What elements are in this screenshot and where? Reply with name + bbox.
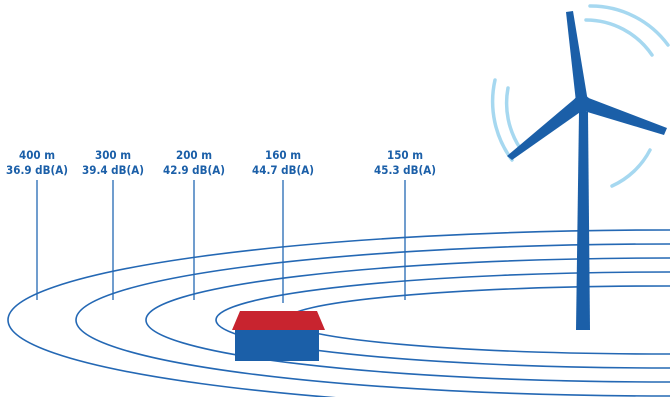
ring-150m — [285, 285, 670, 355]
ring-160m — [215, 271, 670, 369]
distance-value: 400 m — [19, 148, 55, 162]
wind-turbine-icon — [507, 11, 667, 330]
noise-level-value: 39.4 dB(A) — [82, 163, 144, 177]
distance-label-400m: 400 m 36.9 dB(A) — [0, 148, 82, 178]
distance-value: 160 m — [265, 148, 301, 162]
noise-level-value: 45.3 dB(A) — [374, 163, 436, 177]
sound-wave-icon — [490, 4, 670, 188]
house-body — [235, 330, 319, 361]
house-roof — [232, 311, 325, 330]
leader-lines — [36, 180, 406, 303]
noise-level-value: 36.9 dB(A) — [6, 163, 68, 177]
distance-value: 200 m — [176, 148, 212, 162]
distance-value: 300 m — [95, 148, 131, 162]
noise-level-value: 44.7 dB(A) — [252, 163, 314, 177]
noise-level-value: 42.9 dB(A) — [163, 163, 225, 177]
turbine-blade-left — [507, 96, 586, 160]
distance-value: 150 m — [387, 148, 423, 162]
sound-rings — [7, 229, 670, 397]
turbine-blade-top — [566, 11, 588, 102]
distance-label-150m: 150 m 45.3 dB(A) — [360, 148, 450, 178]
house-icon — [232, 311, 325, 361]
turbine-hub — [573, 95, 591, 113]
distance-label-200m: 200 m 42.9 dB(A) — [149, 148, 239, 178]
ring-300m — [75, 243, 670, 397]
distance-label-160m: 160 m 44.7 dB(A) — [238, 148, 328, 178]
distance-label-300m: 300 m 39.4 dB(A) — [68, 148, 158, 178]
ring-400m — [7, 229, 670, 397]
turbine-blade-right — [584, 97, 667, 135]
ring-200m — [145, 257, 670, 383]
turbine-tower — [576, 112, 590, 330]
